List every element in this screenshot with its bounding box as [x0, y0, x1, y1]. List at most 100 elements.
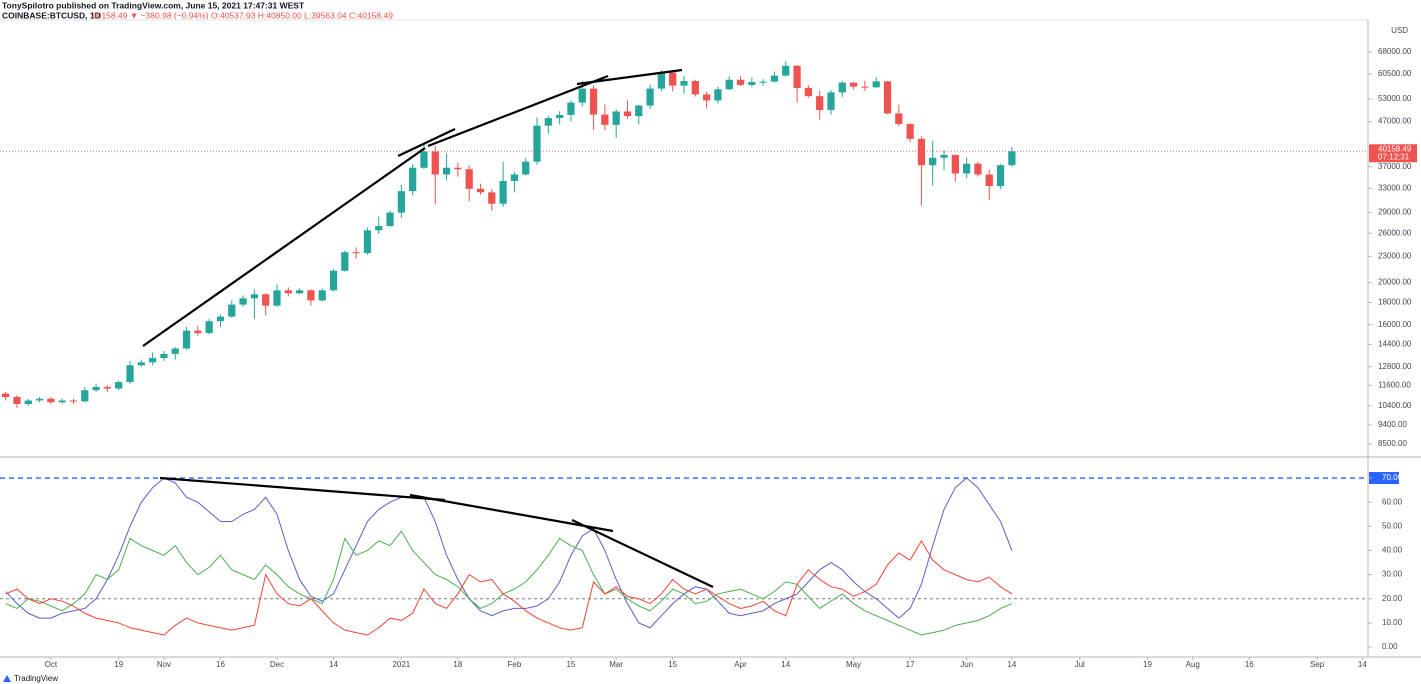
y-tick-label: 29000.00	[1378, 208, 1412, 217]
candle-body	[917, 138, 926, 166]
x-tick-label: Oct	[45, 660, 58, 669]
candle-body	[838, 82, 846, 93]
candle-body	[680, 81, 688, 86]
candle-body	[748, 82, 756, 85]
x-tick-label: Sep	[1310, 660, 1325, 669]
candle-body	[149, 358, 157, 363]
y-tick-label: 70.00	[1382, 473, 1403, 482]
candle-body	[578, 88, 586, 103]
brand: TradingView	[14, 674, 58, 683]
candle-body	[318, 290, 326, 301]
candle-body	[397, 191, 405, 213]
candle-body	[906, 124, 914, 139]
trend-line	[159, 476, 446, 502]
x-tick-label: 17	[906, 660, 915, 669]
x-tick-label: 14	[1007, 660, 1016, 669]
candle-body	[375, 226, 383, 231]
candle-body	[250, 294, 258, 299]
x-tick-label: Dec	[270, 660, 284, 669]
candle-body	[295, 290, 304, 294]
candle-body	[58, 400, 66, 403]
y-tick-label: 53000.00	[1378, 94, 1412, 103]
x-tick-label: Apr	[734, 660, 747, 669]
y-tick-label: 10.00	[1382, 618, 1403, 627]
candle-body	[262, 294, 270, 306]
indicator-line	[5, 539, 1013, 636]
candle-body	[872, 81, 880, 88]
indicator-line	[5, 530, 1013, 636]
candle-body	[216, 316, 225, 322]
y-tick-label: 23000.00	[1378, 251, 1412, 260]
author-line: TonySpilotro published on TradingView.co…	[2, 0, 305, 10]
y-tick-label: 8500.00	[1378, 439, 1407, 448]
y-tick-label: 26000.00	[1378, 228, 1412, 237]
candle-body	[329, 270, 338, 291]
candle-body	[47, 398, 55, 403]
candle-body	[714, 89, 722, 101]
candle-body	[69, 400, 78, 402]
candle-body	[341, 252, 349, 271]
candle-body	[985, 174, 993, 186]
candle-body	[2, 393, 10, 398]
y-tick-label: 37000.00	[1378, 162, 1412, 171]
candle-body	[307, 290, 315, 301]
candle-body	[883, 81, 892, 114]
indicator-line	[5, 477, 1013, 629]
candle-body	[352, 252, 360, 254]
x-tick-label: Mar	[609, 660, 623, 669]
trend-line	[142, 147, 426, 347]
candle-body	[431, 151, 439, 175]
x-tick-label: 15	[668, 660, 677, 669]
y-tick-label: 47000.00	[1378, 117, 1412, 126]
candle-body	[442, 167, 451, 175]
y-tick-label: 0.00	[1382, 642, 1398, 651]
candle-body	[522, 161, 530, 175]
candle-body	[386, 212, 394, 227]
x-tick-label: 14	[781, 660, 790, 669]
y-tick-label: 9400.00	[1378, 420, 1407, 429]
candle-body	[646, 88, 654, 106]
last-price-badge	[1369, 144, 1417, 163]
x-tick-label: Aug	[1186, 660, 1200, 669]
x-tick-label: 14	[329, 660, 338, 669]
candle-body	[476, 188, 485, 193]
candle-body	[827, 92, 835, 110]
y-tick-label: 20.00	[1382, 594, 1403, 603]
y-tick-label: 60.00	[1382, 497, 1403, 506]
x-tick-label: Nov	[157, 660, 171, 669]
candle-body	[510, 174, 519, 181]
candle-body	[228, 304, 236, 317]
candle-body	[929, 157, 937, 166]
y-tick-label: 60500.00	[1378, 69, 1412, 78]
candle-body	[793, 65, 801, 88]
x-tick-label: 16	[216, 660, 225, 669]
candle-body	[782, 65, 790, 76]
y-tick-label: 40.00	[1382, 546, 1403, 555]
candle-body	[273, 290, 281, 306]
candle-body	[963, 163, 971, 174]
candle-body	[940, 154, 948, 158]
candle-body	[92, 386, 100, 391]
plot-layer: 68000.00 60500.00 53000.00 47000.00 37000.00…	[0, 26, 1417, 669]
y-tick-label: 12800.00	[1378, 362, 1412, 371]
x-tick-label: 16	[1245, 660, 1254, 669]
candle-body	[363, 230, 372, 254]
y-tick-label: 20000.00	[1378, 278, 1412, 287]
candle-body	[669, 72, 677, 86]
candle-body	[816, 96, 824, 110]
candle-body	[488, 192, 496, 204]
x-tick-label: May	[846, 660, 861, 669]
candle-body	[115, 382, 123, 389]
candle-body	[103, 386, 112, 389]
candle-body	[725, 79, 733, 90]
y-tick-label: 33000.00	[1378, 183, 1412, 192]
candle-body	[81, 390, 89, 402]
trend-line	[397, 128, 456, 157]
candle-body	[182, 330, 191, 349]
quote: 40158.49 ▼ −380.98 (−0.94%) O:40537.93 H…	[92, 10, 393, 20]
x-tick-label: 2021	[392, 660, 410, 669]
candle-body	[861, 86, 869, 88]
candle-body	[24, 400, 32, 405]
